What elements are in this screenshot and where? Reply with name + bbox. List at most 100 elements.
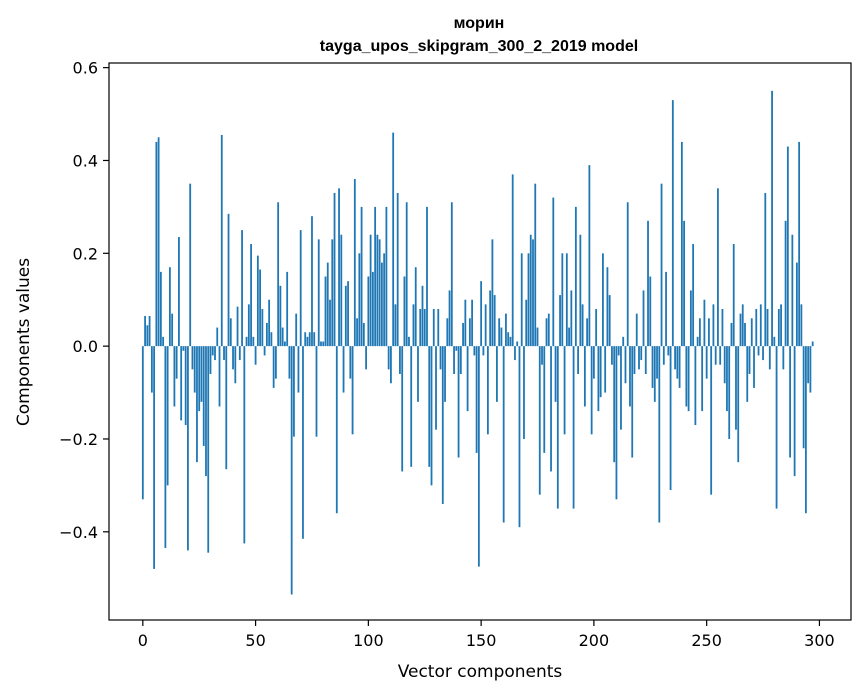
bar-53 — [261, 309, 264, 347]
bar-116 — [403, 276, 406, 347]
bar-43 — [238, 346, 241, 361]
bar-30 — [209, 346, 212, 374]
bar-165 — [514, 346, 516, 361]
bar-122 — [417, 346, 419, 402]
bar-35 — [220, 134, 223, 347]
bar-41 — [234, 346, 237, 384]
bar-280 — [773, 336, 776, 347]
bar-0 — [141, 346, 144, 500]
bar-78 — [317, 239, 320, 347]
bar-94 — [353, 179, 356, 347]
bar-208 — [611, 346, 613, 365]
bar-243 — [689, 290, 692, 347]
bar-46 — [245, 336, 248, 347]
bar-10 — [164, 346, 167, 549]
bar-211 — [617, 346, 620, 356]
bar-191 — [572, 346, 575, 509]
bar-292 — [800, 304, 803, 347]
bar-259 — [726, 346, 728, 412]
bar-28 — [205, 346, 207, 477]
bar-179 — [545, 318, 548, 347]
bar-113 — [396, 192, 399, 347]
bar-168 — [520, 253, 523, 347]
bar-98 — [362, 322, 365, 347]
bar-187 — [563, 346, 566, 435]
bar-34 — [218, 346, 221, 407]
x-axis-ticks: 0 50 100 150 200 250 300 — [138, 620, 835, 650]
y-tick-label: 0.2 — [73, 244, 98, 263]
bar-172 — [529, 234, 532, 347]
bar-262 — [732, 244, 735, 347]
x-tick-label: 200 — [579, 631, 610, 650]
x-tick-label: 150 — [466, 631, 497, 650]
bar-22 — [191, 346, 194, 370]
bar-157 — [496, 346, 498, 402]
bar-216 — [629, 346, 631, 407]
bar-194 — [579, 234, 582, 347]
bar-82 — [326, 262, 329, 347]
bar-230 — [660, 183, 663, 347]
bar-269 — [748, 346, 751, 374]
bar-75 — [311, 216, 313, 347]
bar-162 — [507, 332, 510, 347]
bar-138 — [453, 346, 455, 374]
bar-256 — [719, 346, 722, 365]
bar-267 — [744, 322, 746, 347]
bar-13 — [171, 313, 174, 347]
bar-255 — [717, 188, 719, 347]
bar-224 — [647, 220, 649, 347]
bar-36 — [223, 346, 225, 361]
bar-23 — [193, 346, 196, 393]
bar-37 — [225, 346, 228, 470]
bar-114 — [399, 346, 401, 374]
bar-58 — [272, 346, 275, 388]
bar-156 — [493, 295, 496, 347]
bar-143 — [464, 299, 467, 347]
bar-241 — [685, 346, 688, 407]
bar-248 — [701, 346, 704, 412]
bar-100 — [367, 276, 370, 347]
bar-14 — [173, 346, 176, 407]
bar-197 — [586, 318, 589, 347]
bar-128 — [430, 346, 433, 486]
bar-286 — [786, 146, 789, 347]
x-tick-label: 300 — [804, 631, 835, 650]
bar-153 — [486, 346, 489, 435]
bar-119 — [410, 346, 413, 467]
bar-61 — [279, 285, 282, 347]
bar-169 — [523, 346, 525, 439]
bar-86 — [335, 346, 338, 514]
bar-127 — [428, 346, 431, 467]
bar-59 — [274, 346, 277, 379]
bar-108 — [385, 206, 388, 347]
bar-33 — [216, 327, 219, 347]
bar-105 — [378, 239, 381, 347]
bar-195 — [581, 304, 584, 347]
bar-219 — [635, 313, 638, 347]
bar-52 — [259, 269, 261, 347]
bar-258 — [723, 346, 726, 384]
bar-149 — [477, 346, 480, 567]
bar-12 — [168, 267, 171, 347]
bar-67 — [293, 346, 295, 437]
bar-205 — [604, 346, 607, 393]
bar-209 — [613, 346, 616, 463]
bar-186 — [561, 253, 564, 347]
plot-frame — [108, 62, 852, 621]
bar-44 — [241, 230, 243, 347]
bar-144 — [466, 346, 469, 412]
bar-20 — [187, 346, 189, 551]
bar-26 — [200, 346, 203, 402]
bar-206 — [606, 267, 609, 347]
bar-87 — [338, 188, 340, 347]
bar-277 — [766, 309, 769, 347]
bar-246 — [696, 336, 699, 347]
y-tick-label: −0.2 — [59, 430, 98, 449]
bar-251 — [708, 318, 710, 347]
bar-220 — [638, 346, 640, 370]
bar-163 — [509, 336, 512, 347]
bar-253 — [712, 304, 715, 347]
bar-182 — [552, 197, 555, 347]
bar-117 — [405, 202, 408, 347]
bar-25 — [198, 346, 201, 412]
